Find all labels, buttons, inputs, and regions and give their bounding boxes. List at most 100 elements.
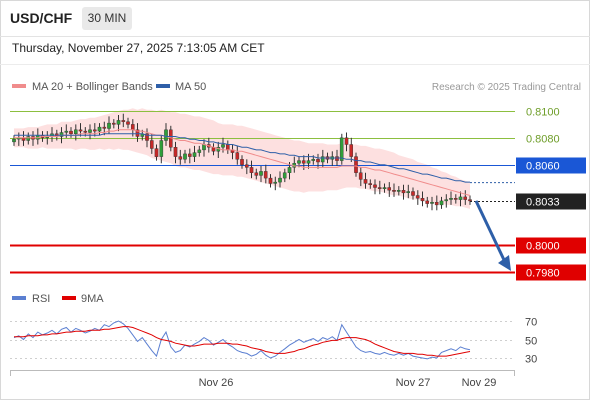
candle-body (425, 200, 430, 204)
candle-body (439, 200, 444, 206)
candle-body (415, 195, 420, 199)
time-axis: Nov 26 Nov 27 Nov 29 (10, 370, 515, 389)
candle-body (287, 167, 292, 173)
candle-body (192, 152, 197, 157)
x-tick-label: Nov 27 (396, 377, 431, 389)
ma20-line (14, 129, 471, 196)
candle-body (263, 171, 268, 179)
candle-body (420, 197, 425, 202)
price-level-tag (516, 264, 586, 281)
legend-ma50-label: MA 50 (175, 81, 206, 93)
candle-body (453, 197, 458, 200)
price-level-tag (516, 193, 586, 210)
price-level-label: 0.8060 (526, 161, 560, 173)
price-level-label: 0.8000 (526, 241, 560, 253)
candle-body (73, 129, 78, 135)
rsi-legend: RSI 9MA (12, 293, 104, 305)
rsi-tick-label: 50 (525, 336, 537, 348)
candle-body (154, 148, 159, 157)
candle-body (463, 196, 468, 200)
candle-body (444, 199, 449, 202)
legend-ma20-swatch (12, 84, 26, 88)
price-legend: MA 20 + Bollinger Bands MA 50 Research ©… (12, 81, 581, 93)
candle-body (78, 129, 83, 132)
candle-body (434, 201, 439, 206)
candle-body (164, 129, 168, 141)
price-level-label: 0.8100 (526, 107, 560, 119)
chart-header: USD/CHF 30 MIN (0, 0, 590, 36)
legend-rsi-label: RSI (32, 293, 50, 305)
price-level-tag (516, 157, 586, 174)
candle-body (316, 159, 320, 163)
candle-body (130, 124, 135, 131)
candle-body (59, 132, 64, 137)
timeframe-button[interactable]: 30 MIN (82, 7, 132, 30)
forecast-arrow (474, 200, 507, 263)
report-datetime: Thursday, November 27, 2025 7:13:05 AM C… (12, 41, 265, 55)
legend-rsi-swatch (12, 296, 26, 300)
candle-body (387, 187, 392, 191)
candle-body (178, 156, 183, 160)
candle-body (183, 153, 187, 160)
candle-body (64, 130, 69, 133)
candle-body (373, 184, 377, 188)
candle-body (221, 144, 225, 148)
candle-body (88, 129, 92, 133)
candle-body (145, 133, 149, 141)
candle-body (159, 140, 164, 157)
candle-body (12, 138, 16, 143)
candle-body (320, 156, 325, 163)
candle-body (401, 189, 406, 194)
candle-body (26, 136, 31, 141)
candle-body (368, 183, 373, 185)
candle-body (363, 179, 368, 184)
candle-body (458, 196, 463, 200)
candle-body (358, 172, 363, 180)
candle-body (126, 121, 130, 125)
candle-body (135, 129, 140, 137)
legend-ma50-swatch (156, 84, 170, 88)
candle-body (301, 160, 306, 164)
candle-body (306, 160, 311, 164)
legend-ma20-label: MA 20 + Bollinger Bands (32, 81, 153, 93)
candle-body (268, 177, 273, 184)
candle-body (396, 189, 401, 192)
candle-body (392, 189, 396, 192)
candle-body (282, 172, 287, 179)
forecast-arrow-head (498, 255, 511, 271)
candle-body (149, 140, 154, 149)
legend-9ma-swatch (62, 296, 76, 300)
candle-body (382, 187, 387, 189)
candle-body (254, 172, 259, 176)
rsi-tick-label: 30 (525, 354, 537, 366)
candle-body (249, 167, 254, 173)
candle-body (83, 130, 88, 133)
candle-body (173, 146, 178, 157)
rsi-line (13, 320, 471, 360)
candle-body (449, 197, 453, 200)
candle-body (244, 164, 249, 168)
candle-body (278, 177, 282, 183)
price-level-label: 0.8080 (526, 134, 560, 146)
rsi-9ma-line (14, 326, 471, 357)
candle-body (107, 122, 111, 129)
candle-body (344, 137, 349, 145)
price-level-tag (516, 237, 586, 254)
candle-body (97, 126, 102, 132)
candle-body (259, 171, 263, 176)
price-plot: 0.8100 0.8080 0.8060 0.8033 0.8000 0.7980 (10, 107, 586, 281)
candle-body (468, 199, 472, 202)
candle-body (197, 149, 202, 153)
ma50-line (14, 133, 470, 183)
candle-body (377, 187, 382, 189)
candle-body (335, 156, 339, 161)
candle-body (116, 120, 121, 125)
legend-9ma-label: 9MA (81, 293, 104, 305)
candle-body (225, 144, 230, 151)
candle-body (411, 191, 415, 196)
x-tick-label: Nov 29 (462, 377, 497, 389)
candle-body (235, 152, 240, 160)
candle-body (121, 120, 126, 122)
candle-body (69, 130, 73, 135)
